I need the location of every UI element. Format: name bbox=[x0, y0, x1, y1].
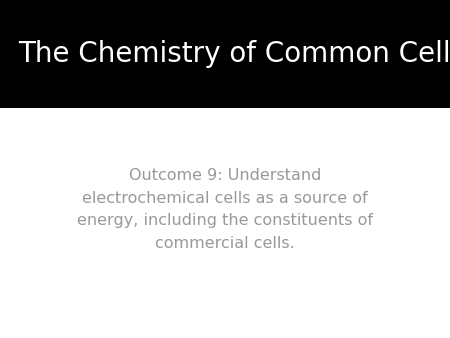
Text: The Chemistry of Common Cells: The Chemistry of Common Cells bbox=[18, 40, 450, 68]
FancyBboxPatch shape bbox=[0, 0, 450, 108]
Text: Outcome 9: Understand
electrochemical cells as a source of
energy, including the: Outcome 9: Understand electrochemical ce… bbox=[77, 168, 373, 251]
